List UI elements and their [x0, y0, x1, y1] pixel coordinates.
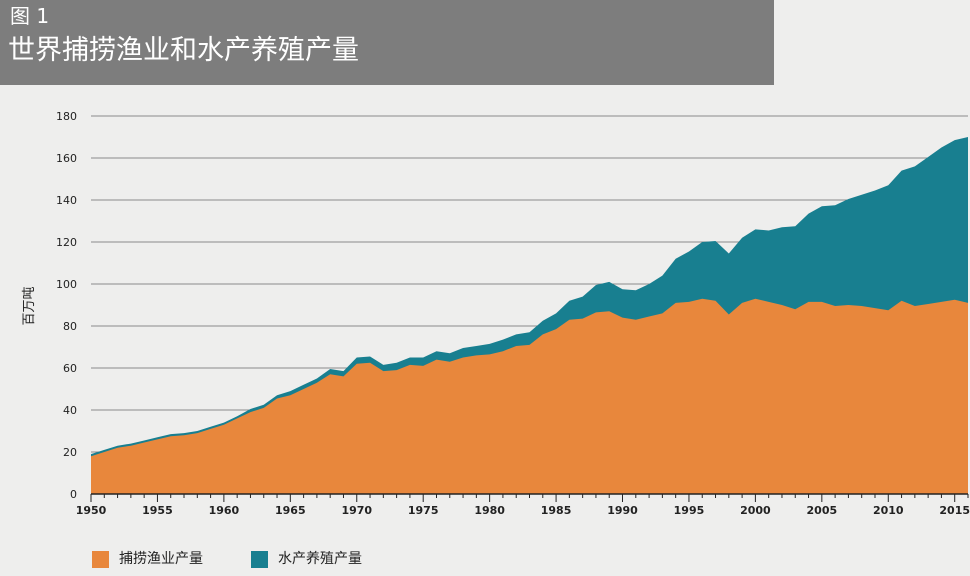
x-tick-label: 1990	[607, 504, 638, 517]
x-tick-label: 1965	[275, 504, 306, 517]
legend-item-capture: 捕捞渔业产量	[92, 548, 203, 570]
legend-swatch-aquaculture	[251, 550, 268, 568]
legend-label-capture: 捕捞渔业产量	[119, 551, 203, 567]
y-tick-label: 180	[56, 110, 77, 123]
x-tick-label: 1980	[474, 504, 505, 517]
x-tick-label: 2010	[873, 504, 904, 517]
x-tick-label: 2015	[939, 504, 970, 517]
y-tick-label: 0	[70, 488, 77, 501]
x-tick-label: 2000	[740, 504, 771, 517]
y-tick-label: 160	[56, 152, 77, 165]
axes: 0 20 40 60 80 100 120 140 160 180 1950 1955 1960 1965…	[56, 110, 970, 517]
y-tick-label: 80	[63, 320, 77, 333]
x-tick-label: 1975	[408, 504, 439, 517]
y-tick-label: 20	[63, 446, 77, 459]
title-banner: 图 1 世界捕捞渔业和水产养殖产量	[0, 0, 774, 85]
x-tick-label: 2005	[807, 504, 838, 517]
y-tick-label: 140	[56, 194, 77, 207]
series-areas	[91, 137, 968, 494]
area-capture	[91, 298, 968, 494]
legend-label-aquaculture: 水产养殖产量	[278, 551, 362, 567]
y-tick-label: 100	[56, 278, 77, 291]
x-tick-label: 1985	[541, 504, 572, 517]
x-tick-label: 1970	[341, 504, 372, 517]
x-tick-label: 1955	[142, 504, 173, 517]
y-tick-label: 60	[63, 362, 77, 375]
y-tick-label: 40	[63, 404, 77, 417]
x-tick-label: 1960	[209, 504, 240, 517]
x-tick-label: 1995	[674, 504, 705, 517]
y-axis-label: 百万吨	[22, 286, 37, 325]
figure-label: 图 1	[10, 4, 50, 28]
legend-swatch-capture	[92, 550, 109, 568]
chart-title: 世界捕捞渔业和水产养殖产量	[8, 35, 359, 66]
y-tick-label: 120	[56, 236, 77, 249]
x-tick-label: 1950	[76, 504, 107, 517]
legend-item-aquaculture: 水产养殖产量	[251, 548, 362, 570]
